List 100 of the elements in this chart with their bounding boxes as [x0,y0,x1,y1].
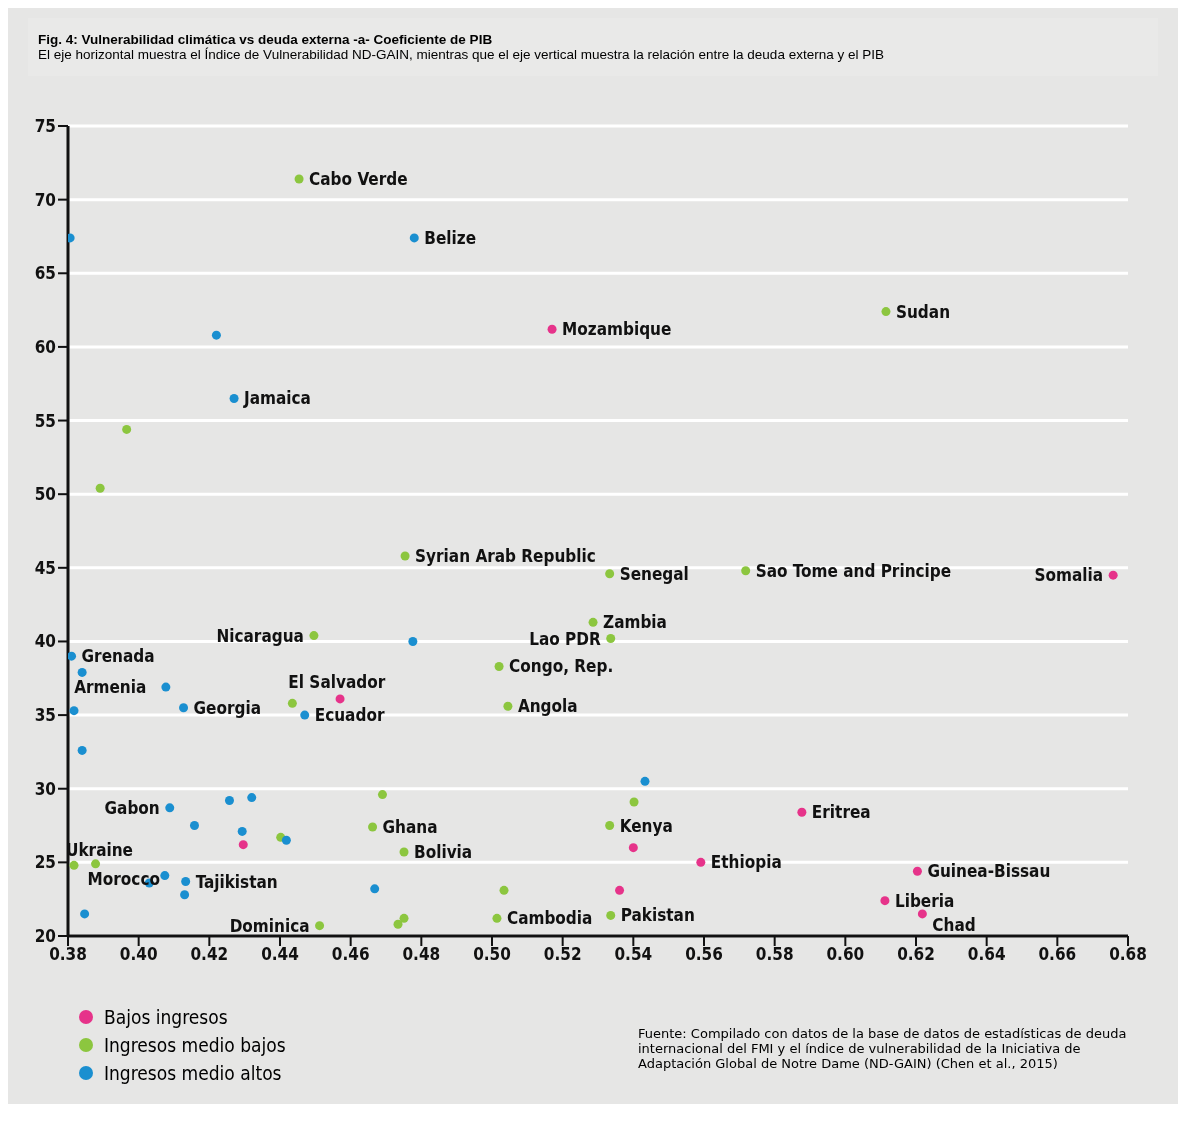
annotation: Bolivia [414,842,473,863]
y-tick-label: 70 [34,189,56,210]
point [400,551,410,561]
point [211,330,221,340]
x-tick-label: 0.64 [967,944,1006,965]
annotation: Cabo Verde [309,169,408,190]
point [912,866,922,876]
y-tick-label: 65 [34,263,56,284]
point [80,909,90,919]
y-tick-label: 30 [34,778,56,799]
point [237,826,247,836]
annotation: Zambia [603,612,667,633]
annotation: Congo, Rep. [509,656,614,677]
x-tick-label: 0.66 [1038,944,1077,965]
point [494,661,504,671]
point [409,233,419,243]
annotation: Somalia [1034,565,1104,586]
point [95,483,105,493]
x-tick-label: 0.42 [190,944,229,965]
y-tick-label: 20 [34,926,56,947]
annotation: Nicaragua [216,625,304,646]
y-tick-label: 75 [34,116,56,137]
x-tick-label: 0.44 [261,944,299,965]
source-note: Fuente: Compilado con datos de la base de datos de estadísticas de deuda internacional del FMI y el índice de vulnerabilidad de la Iniciativa de Adaptación Global de Notre Dame (ND-GAIN) (Chen et al., 2015) [638,1026,1128,1071]
x-tick-label: 0.58 [755,944,794,965]
annotation: Armenia [74,677,147,698]
x-tick-label: 0.54 [614,944,653,965]
annotation: Chad [932,914,976,935]
y-tick-label: 35 [34,705,56,726]
annotation: Ghana [382,817,438,838]
point [606,910,616,920]
x-tick-label: 0.40 [119,944,158,965]
annotation: Tajikistan [195,871,278,892]
chart-subtitle: El eje horizontal muestra el Índice de Vulnerabilidad ND-GAIN, mientras que el eje vertical muestra la relación entre la deuda externa y el PIB [38,47,885,62]
y-tick-label: 50 [34,484,56,505]
point [287,698,297,708]
point [368,822,378,832]
point [615,885,625,895]
annotation: Morocco [87,868,160,889]
x-tick-label: 0.56 [685,944,723,965]
point [300,710,310,720]
annotation: Mozambique [562,319,672,340]
point [588,617,598,627]
annotation: Pakistan [620,905,695,926]
point [281,835,291,845]
annotation: Dominica [229,915,310,936]
point [68,651,77,661]
point [179,703,189,713]
point [408,636,418,646]
point [229,393,239,403]
annotation: Ecuador [314,705,385,726]
x-tick-label: 0.38 [49,944,87,965]
annotation: Georgia [193,697,262,718]
annotation: El Salvador [288,672,386,693]
point [547,324,557,334]
point [238,840,248,850]
point [881,307,891,317]
annotation: Liberia [894,890,955,911]
point [605,821,615,831]
point [503,701,513,711]
annotation: Eritrea [811,802,871,823]
point [880,896,890,906]
point [335,694,345,704]
annotation: Angola [517,696,578,717]
annotation: Sao Tome and Principe [755,560,952,581]
point [122,424,132,434]
point [180,890,190,900]
point [741,566,751,576]
point [628,843,638,853]
point [492,913,502,923]
chart-title: Fig. 4: Vulnerabilidad climática vs deuda externa -a- Coeficiente de PIB [38,32,494,47]
legend-label: Ingresos medio bajos [104,1034,286,1056]
annotation: Guinea-Bissau [927,861,1051,882]
point [91,859,101,869]
point [309,631,319,641]
y-tick-label: 60 [34,336,56,357]
point [499,885,509,895]
annotation: Sudan [895,301,951,322]
point [629,797,639,807]
x-tick-label: 0.46 [331,944,370,965]
point [77,745,87,755]
point [640,776,650,786]
annotation: Grenada [81,646,155,667]
point [399,847,409,857]
annotation: Gabon [104,797,160,818]
y-tick-label: 45 [34,557,56,578]
x-tick-label: 0.50 [473,944,511,965]
point [399,913,409,923]
legend-label: Ingresos medio altos [104,1062,282,1084]
point [77,667,87,677]
y-tick-label: 25 [34,852,56,873]
point [189,821,199,831]
y-tick-label: 55 [34,410,56,431]
point [181,877,191,887]
point [370,884,380,894]
point [224,796,234,806]
point [393,919,403,929]
annotation: Ethiopia [710,852,782,873]
point [606,634,616,644]
point [797,807,807,817]
